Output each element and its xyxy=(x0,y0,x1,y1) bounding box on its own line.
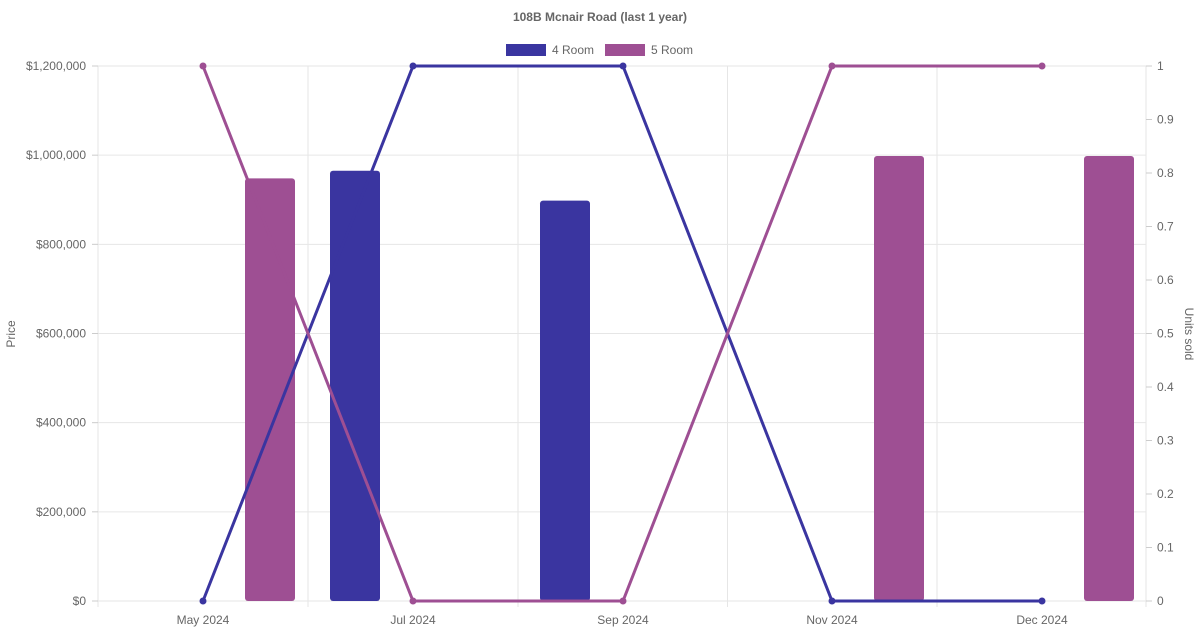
y2-tick-label: 0.5 xyxy=(1157,327,1174,341)
y-axis-ticks: $0 $200,000 $400,000 $600,000 $800,000 $1,000… xyxy=(26,59,98,608)
bar-4-room[interactable] xyxy=(540,200,590,601)
y-tick-label: $200,000 xyxy=(36,505,86,519)
y2-tick-label: 0.6 xyxy=(1157,273,1174,287)
y2-axis-label: Units sold xyxy=(1182,308,1196,361)
point-5-room[interactable] xyxy=(828,62,836,70)
legend-swatch-5-room xyxy=(605,44,645,56)
y-tick-label: $1,000,000 xyxy=(26,148,86,162)
y2-axis-ticks: 0 0.1 0.2 0.3 0.4 0.5 0.6 0.7 0.8 0.9 1 xyxy=(1146,59,1174,608)
x-tick-label: Dec 2024 xyxy=(1016,613,1068,627)
chart-title: 108B Mcnair Road (last 1 year) xyxy=(513,10,687,24)
x-tick-label: Nov 2024 xyxy=(806,613,858,627)
point-5-room[interactable] xyxy=(619,597,627,605)
point-5-room[interactable] xyxy=(409,597,417,605)
y-axis-label: Price xyxy=(4,320,18,348)
y2-tick-label: 0.4 xyxy=(1157,380,1174,394)
bar-5-room[interactable] xyxy=(245,178,295,601)
x-tick-label: Sep 2024 xyxy=(597,613,649,627)
x-tick-label: May 2024 xyxy=(177,613,230,627)
point-4-room[interactable] xyxy=(619,62,627,70)
y-tick-label: $0 xyxy=(73,594,87,608)
y2-tick-label: 0.1 xyxy=(1157,541,1174,555)
x-axis-ticks: May 2024 Jul 2024 Sep 2024 Nov 2024 Dec 2024 xyxy=(177,613,1068,627)
bar-5-room[interactable] xyxy=(1084,156,1134,601)
point-5-room[interactable] xyxy=(1038,62,1046,70)
y-tick-label: $800,000 xyxy=(36,237,86,251)
lines xyxy=(199,62,1046,605)
bar-4-room[interactable] xyxy=(330,170,380,602)
y2-tick-label: 1 xyxy=(1157,59,1164,73)
point-5-room[interactable] xyxy=(199,62,207,70)
legend-label-4-room: 4 Room xyxy=(552,43,594,57)
y2-tick-label: 0.9 xyxy=(1157,113,1174,127)
x-tick-label: Jul 2024 xyxy=(390,613,436,627)
legend-item-5-room[interactable]: 5 Room xyxy=(605,43,693,57)
y2-tick-label: 0.3 xyxy=(1157,434,1174,448)
y-tick-label: $400,000 xyxy=(36,416,86,430)
point-4-room[interactable] xyxy=(1038,597,1046,605)
y-tick-label: $1,200,000 xyxy=(26,59,86,73)
point-4-room[interactable] xyxy=(409,62,417,70)
bars xyxy=(245,156,1134,602)
legend-swatch-4-room xyxy=(506,44,546,56)
legend-label-5-room: 5 Room xyxy=(651,43,693,57)
y-tick-label: $600,000 xyxy=(36,327,86,341)
y2-tick-label: 0 xyxy=(1157,594,1164,608)
bar-5-room[interactable] xyxy=(874,156,924,601)
y2-tick-label: 0.8 xyxy=(1157,166,1174,180)
point-4-room[interactable] xyxy=(199,597,207,605)
y2-tick-label: 0.2 xyxy=(1157,487,1174,501)
legend: 4 Room 5 Room xyxy=(506,43,693,57)
y2-tick-label: 0.7 xyxy=(1157,220,1174,234)
legend-item-4-room[interactable]: 4 Room xyxy=(506,43,594,57)
point-4-room[interactable] xyxy=(828,597,836,605)
